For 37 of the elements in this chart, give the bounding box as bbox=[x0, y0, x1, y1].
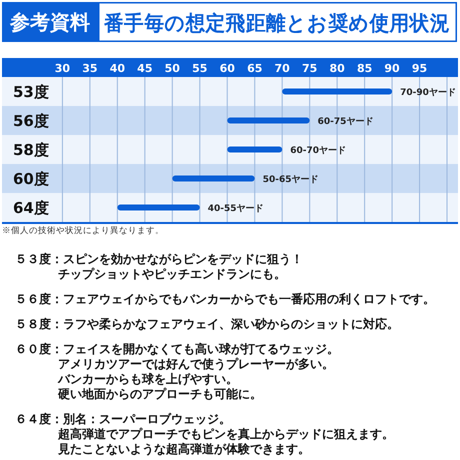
bar bbox=[172, 176, 255, 182]
data-label: 40-55ヤード bbox=[208, 204, 264, 214]
bar bbox=[282, 88, 392, 94]
bar bbox=[227, 146, 282, 152]
text: ※個人の技術や状況により異なります。 bbox=[2, 225, 164, 236]
x-tick-label: 90 bbox=[384, 62, 400, 75]
text: ５８度：ラフや柔らかなフェアウェイ、深い砂からのショットに対応。 bbox=[15, 317, 399, 331]
bar bbox=[227, 118, 310, 124]
x-tick-label: 45 bbox=[137, 62, 152, 75]
chart-title: 番手毎の想定飛距離とお奨め使用状況 bbox=[103, 11, 460, 35]
y-tick-label: 56度 bbox=[13, 112, 49, 130]
x-tick-label: 85 bbox=[356, 62, 372, 75]
x-tick-label: 60 bbox=[220, 62, 236, 75]
data-label: 50-65ヤード bbox=[262, 175, 319, 185]
x-tick-label: 30 bbox=[54, 62, 70, 75]
text: ６０度：フェイスを開かなくても高い球が打てるウェッジ。アメリカツアーでは好んで使うプレーヤーが多い。バンカーからも球を上げやすい。硬い地面からのアプローチも可能に。 bbox=[15, 342, 339, 401]
data-label: 70-90ヤード bbox=[400, 88, 456, 98]
text: ５３度：スピンを効かせながらピンをデッドに狙う！チップショットやピッチエンドランにも。 bbox=[15, 252, 303, 281]
x-tick-label: 55 bbox=[192, 62, 208, 75]
x-tick-label: 65 bbox=[247, 62, 262, 75]
data-label: 60-75ヤード bbox=[318, 117, 374, 127]
data-label: 60-70ヤード bbox=[290, 146, 346, 156]
x-tick-label: 40 bbox=[110, 62, 126, 75]
x-tick-label: 70 bbox=[274, 62, 290, 75]
y-tick-label: 64度 bbox=[13, 199, 49, 217]
text: ５６度：フェアウェイからでもバンカーからでも一番応用の利くロフトです。 bbox=[15, 292, 435, 306]
y-tick-label: 53度 bbox=[13, 83, 49, 101]
bar bbox=[117, 204, 200, 210]
x-tick-label: 95 bbox=[412, 62, 428, 75]
text: ６４度：別名：スーパーロブウェッジ。超高弾道でアプローチでもピンを真上からデッドに狙えます。見たことないような超高弾道が体験できます。 bbox=[15, 412, 394, 456]
x-tick-label: 50 bbox=[164, 62, 180, 75]
y-tick-label: 60度 bbox=[13, 170, 49, 188]
x-tick-label: 75 bbox=[302, 62, 318, 75]
text: 参考資料 bbox=[9, 10, 90, 34]
x-tick-label: 80 bbox=[329, 62, 346, 75]
x-tick-label: 35 bbox=[82, 62, 98, 75]
y-tick-label: 58度 bbox=[13, 141, 49, 159]
